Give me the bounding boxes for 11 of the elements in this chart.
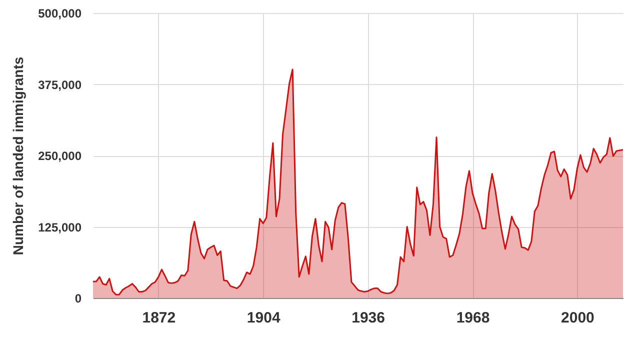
x-tick-label: 1904 [246, 310, 281, 326]
x-tick-label: 1936 [352, 310, 385, 326]
y-axis-title: Number of landed immigrants [10, 56, 26, 256]
y-tick-label: 0 [74, 292, 82, 306]
x-tick-label: 2000 [561, 310, 594, 326]
x-tick-label: 1968 [456, 310, 490, 326]
x-tick-label: 1872 [142, 310, 176, 326]
y-tick-label: 250,000 [38, 149, 82, 163]
y-tick-label: 125,000 [38, 220, 82, 234]
y-tick-label: 375,000 [38, 78, 82, 92]
y-tick-label: 500,000 [38, 6, 82, 20]
